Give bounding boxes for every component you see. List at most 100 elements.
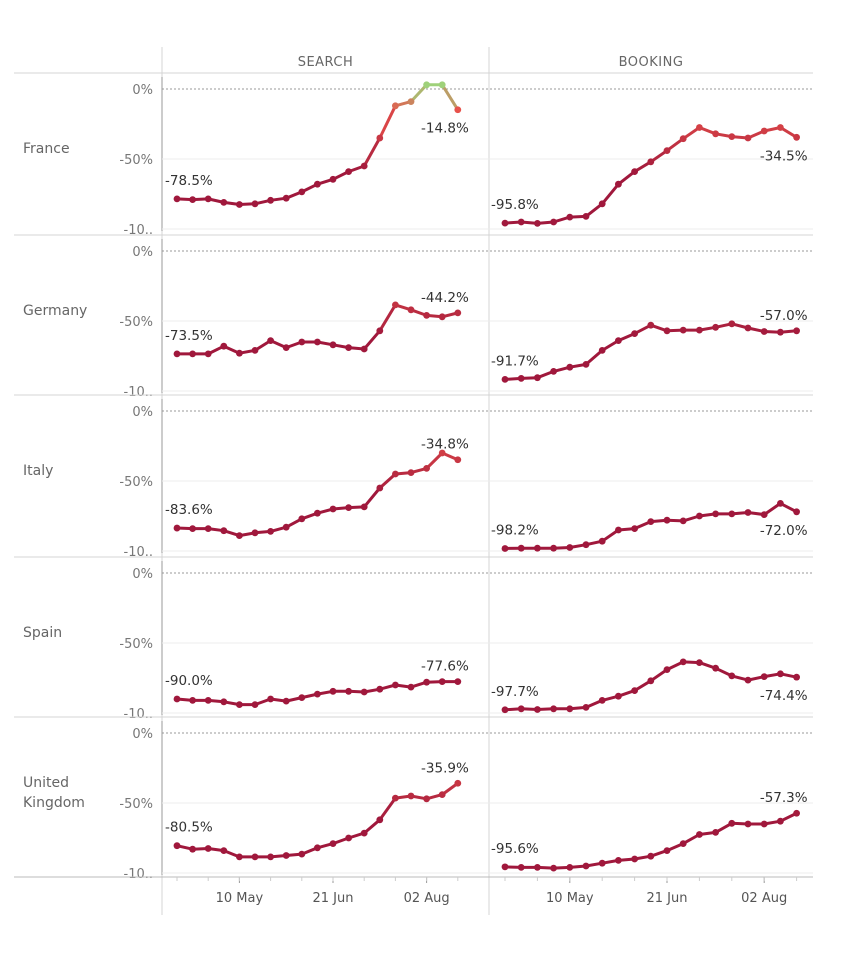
- data-point: [502, 545, 509, 552]
- data-point: [761, 673, 768, 680]
- x-tick-label: 10 May: [216, 891, 264, 906]
- line-segment: [411, 85, 427, 102]
- data-point: [534, 706, 541, 713]
- data-point: [566, 864, 573, 871]
- data-point: [423, 679, 430, 686]
- y-tick-label: -10..: [124, 223, 154, 238]
- data-point: [314, 339, 321, 346]
- data-point: [583, 541, 590, 548]
- data-point: [745, 325, 752, 332]
- end-value-label: -57.0%: [760, 308, 808, 324]
- start-value-label: -98.2%: [491, 522, 539, 538]
- y-tick-label: -50%: [119, 797, 153, 812]
- data-point: [189, 196, 196, 203]
- start-value-label: -73.5%: [165, 328, 213, 344]
- data-point: [283, 195, 290, 202]
- data-point: [793, 674, 800, 681]
- data-point: [408, 684, 415, 691]
- series-spain-search: -90.0%-77.6%: [165, 659, 469, 708]
- data-point: [728, 133, 735, 140]
- data-point: [502, 706, 509, 713]
- data-point: [599, 538, 606, 545]
- data-point: [761, 511, 768, 518]
- data-point: [174, 525, 181, 532]
- country-label: France: [23, 141, 70, 157]
- data-point: [534, 220, 541, 227]
- data-point: [423, 312, 430, 319]
- data-point: [345, 504, 352, 511]
- series-france-search: -78.5%-14.8%: [165, 81, 469, 208]
- series-united-kingdom-booking: -95.6%-57.3%: [491, 790, 808, 871]
- data-point: [423, 81, 430, 88]
- data-point: [712, 324, 719, 331]
- data-point: [361, 163, 368, 170]
- y-tick-label: 0%: [132, 567, 153, 582]
- data-point: [761, 821, 768, 828]
- data-point: [534, 374, 541, 381]
- data-point: [220, 847, 227, 854]
- data-point: [664, 147, 671, 154]
- data-point: [583, 863, 590, 870]
- data-point: [236, 201, 243, 208]
- data-point: [566, 214, 573, 221]
- data-point: [696, 124, 703, 131]
- data-point: [550, 705, 557, 712]
- data-point: [423, 795, 430, 802]
- data-point: [761, 328, 768, 335]
- data-point: [631, 168, 638, 175]
- data-point: [502, 220, 509, 227]
- line-segment: [364, 488, 380, 507]
- data-point: [680, 840, 687, 847]
- country-label: Germany: [23, 303, 87, 319]
- data-point: [376, 327, 383, 334]
- data-point: [252, 529, 259, 536]
- y-tick-label: 0%: [132, 727, 153, 742]
- data-point: [745, 677, 752, 684]
- data-point: [615, 693, 622, 700]
- data-point: [550, 219, 557, 226]
- data-point: [793, 134, 800, 141]
- start-value-label: -90.0%: [165, 673, 213, 689]
- data-point: [174, 196, 181, 203]
- data-point: [439, 678, 446, 685]
- data-point: [392, 682, 399, 689]
- end-value-label: -57.3%: [760, 790, 808, 806]
- data-point: [599, 200, 606, 207]
- data-point: [647, 853, 654, 860]
- data-point: [728, 320, 735, 327]
- data-point: [583, 361, 590, 368]
- series-france-booking: -95.8%-34.5%: [491, 124, 808, 227]
- data-point: [550, 865, 557, 872]
- data-point: [777, 818, 784, 825]
- data-point: [205, 525, 212, 532]
- data-point: [361, 830, 368, 837]
- data-point: [236, 854, 243, 861]
- data-point: [454, 106, 461, 113]
- data-point: [408, 469, 415, 476]
- data-point: [376, 135, 383, 142]
- end-value-label: -44.2%: [421, 290, 469, 306]
- series-italy-booking: -98.2%-72.0%: [491, 500, 808, 552]
- data-point: [631, 525, 638, 532]
- data-point: [283, 698, 290, 705]
- data-point: [615, 527, 622, 534]
- data-point: [298, 851, 305, 858]
- x-tick-label: 02 Aug: [741, 891, 787, 906]
- data-point: [745, 135, 752, 142]
- data-point: [408, 793, 415, 800]
- data-point: [599, 347, 606, 354]
- data-point: [298, 694, 305, 701]
- data-point: [408, 98, 415, 105]
- data-point: [728, 511, 735, 518]
- data-point: [631, 687, 638, 694]
- data-point: [267, 528, 274, 535]
- data-point: [647, 158, 654, 165]
- data-point: [283, 344, 290, 351]
- data-point: [439, 81, 446, 88]
- start-value-label: -80.5%: [165, 820, 213, 836]
- line-segment: [364, 138, 380, 166]
- y-tick-label: -50%: [119, 637, 153, 652]
- country-label: Kingdom: [23, 795, 85, 811]
- data-point: [361, 346, 368, 353]
